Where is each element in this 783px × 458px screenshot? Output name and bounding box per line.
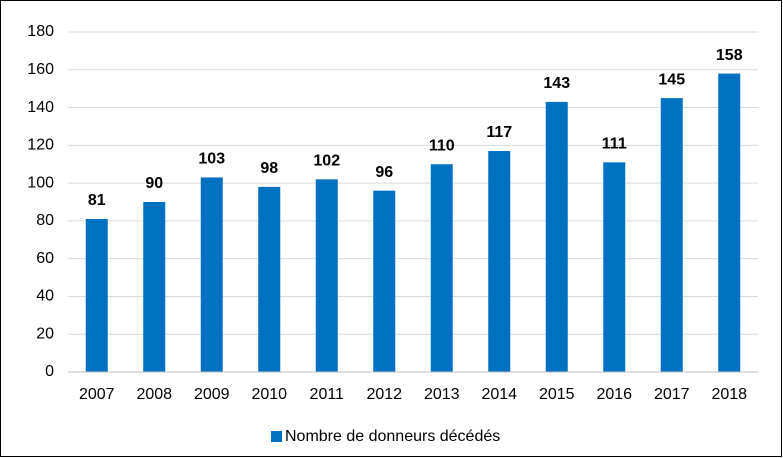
x-tick-label: 2009 [194,386,230,403]
x-tick-label: 2014 [481,386,517,403]
bar [200,177,223,372]
data-label: 111 [602,136,627,153]
y-tick-label: 60 [36,250,54,267]
x-tick-label: 2015 [539,386,575,403]
bar [660,98,683,372]
y-tick-label: 180 [27,23,54,40]
data-label: 117 [486,124,512,141]
data-label: 110 [429,137,455,154]
x-tick-label: 2011 [310,386,345,403]
data-label: 96 [375,164,393,181]
bar [488,151,511,372]
x-tick-label: 2008 [136,386,172,403]
x-tick-label: 2013 [424,386,460,403]
y-tick-label: 40 [36,288,54,305]
y-tick-label: 100 [27,174,54,191]
data-label: 90 [145,175,163,192]
bar [258,186,281,372]
x-tick-label: 2017 [654,386,690,403]
bar [718,73,741,373]
data-label: 81 [88,192,106,209]
x-tick-label: 2012 [366,386,402,403]
data-label: 103 [198,151,225,168]
y-tick-label: 0 [45,363,54,380]
bar [603,162,626,372]
x-tick-label: 2018 [711,386,747,403]
data-label: 102 [313,153,340,170]
bar [430,164,453,372]
data-label: 145 [658,71,685,88]
legend-swatch [271,431,282,442]
data-label: 143 [543,75,570,92]
data-label: 98 [260,160,278,177]
bar [85,219,108,372]
bar [143,202,166,372]
y-tick-label: 120 [27,137,54,154]
bar [373,190,396,372]
y-tick-label: 20 [36,325,54,342]
y-tick-label: 80 [36,212,54,229]
x-tick-label: 2007 [79,386,115,403]
data-label: 158 [716,47,743,64]
x-tick-label: 2010 [251,386,287,403]
legend-label: Nombre de donneurs décédés [285,428,500,445]
x-tick-label: 2016 [596,386,632,403]
bar [315,179,338,372]
y-tick-label: 140 [27,99,54,116]
bar [545,101,568,372]
y-tick-label: 160 [27,61,54,78]
